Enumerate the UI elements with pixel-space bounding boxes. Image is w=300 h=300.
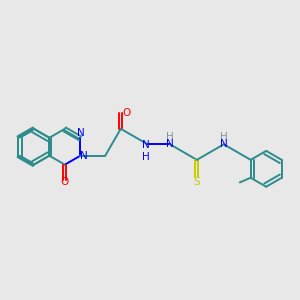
Text: N: N — [76, 128, 84, 138]
Text: S: S — [194, 177, 200, 187]
Text: H: H — [220, 133, 228, 142]
Text: N
H: N H — [142, 140, 150, 162]
Text: N: N — [80, 151, 88, 161]
Text: O: O — [122, 108, 130, 118]
Text: N: N — [166, 139, 174, 149]
Text: N: N — [220, 139, 228, 149]
Text: H: H — [166, 132, 174, 142]
Text: O: O — [61, 177, 69, 187]
